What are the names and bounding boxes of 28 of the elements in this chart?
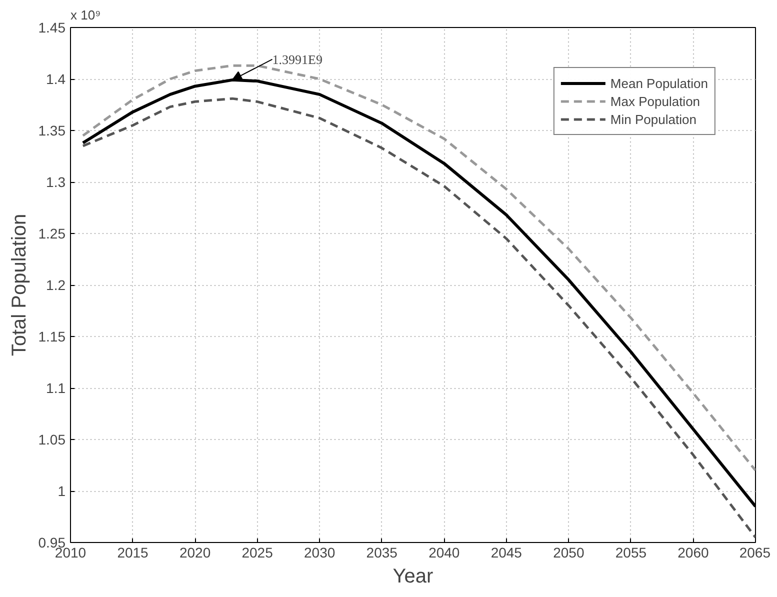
y-tick-label: 1.1 bbox=[46, 380, 66, 396]
x-tick-label: 2055 bbox=[615, 544, 647, 560]
x-tick-label: 2050 bbox=[553, 544, 584, 560]
x-tick-label: 2035 bbox=[366, 544, 398, 560]
legend-label: Max Population bbox=[610, 92, 700, 110]
y-tick-label: 1 bbox=[58, 483, 66, 499]
x-tick-label: 2065 bbox=[739, 544, 771, 560]
y-tick-label: 1.4 bbox=[46, 71, 66, 87]
x-tick-label: 2060 bbox=[678, 544, 710, 560]
legend-label: Min Population bbox=[610, 110, 696, 128]
x-tick-label: 2030 bbox=[304, 544, 336, 560]
x-tick-label: 2025 bbox=[242, 544, 274, 560]
y-tick-label: 1.25 bbox=[38, 226, 66, 242]
y-axis-title: Total Population bbox=[8, 214, 30, 356]
x-axis-title: Year bbox=[392, 566, 434, 588]
y-tick-label: 1.45 bbox=[38, 20, 66, 36]
y-tick-label: 1.35 bbox=[38, 122, 66, 138]
y-tick-label: 1.3 bbox=[46, 174, 66, 190]
y-tick-label: 1.2 bbox=[46, 277, 66, 293]
text: x 10⁹ bbox=[70, 8, 101, 22]
x-tick-label: 2040 bbox=[428, 544, 460, 560]
y-tick-label: 1.05 bbox=[38, 432, 66, 448]
annotation: 1.3991E9 bbox=[272, 52, 322, 67]
legend-label: Mean Population bbox=[610, 74, 708, 92]
x-tick-label: 2015 bbox=[117, 544, 149, 560]
y-tick-label: 1.15 bbox=[38, 328, 66, 344]
x-tick-label: 2020 bbox=[179, 544, 211, 560]
x-tick-label: 2045 bbox=[490, 544, 522, 560]
